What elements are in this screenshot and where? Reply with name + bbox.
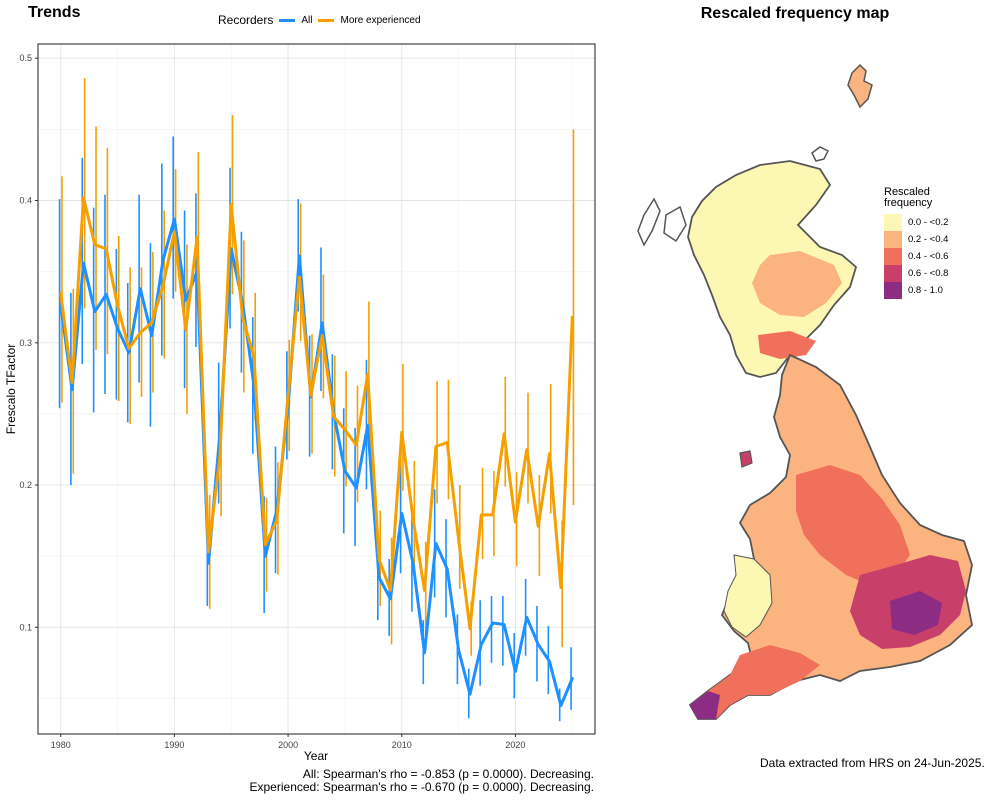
data-source-credit: Data extracted from HRS on 24-Jun-2025. — [760, 756, 985, 770]
map-isle-of-man — [739, 450, 753, 468]
legend-title: Recorders — [218, 13, 274, 27]
legend-label-all: All — [301, 14, 313, 26]
x-tick-label: 2020 — [505, 740, 525, 750]
y-tick-label: 0.4 — [19, 195, 32, 205]
trends-chart: 0.1 0.2 0.3 0.4 0.5 1980 1990 2000 2010 2020 Yea… — [4, 43, 596, 763]
map-legend-item: 0.6 - <0.8 — [884, 265, 954, 282]
map-legend-title: Rescaled frequency — [884, 186, 933, 209]
map-legend-item: 0.2 - <0.4 — [884, 231, 954, 248]
map-legend-swatch — [884, 248, 902, 265]
x-tick-label: 2000 — [278, 740, 298, 750]
map-cornwall — [690, 691, 720, 719]
map-wales — [723, 554, 773, 638]
stats-experienced: Experienced: Spearman's rho = -0.670 (p … — [249, 780, 595, 794]
map-scotland-highlands — [752, 251, 842, 317]
map-legend-label: 0.4 - <0.6 — [908, 251, 949, 262]
legend-key-all — [279, 18, 296, 22]
map-legend-label: 0.8 - 1.0 — [908, 285, 943, 296]
stats-all: All: Spearman's rho = -0.853 (p = 0.0000… — [302, 767, 594, 781]
y-tick-label: 0.1 — [19, 622, 32, 632]
x-tick-label: 1980 — [51, 740, 71, 750]
trend-statistics: All: Spearman's rho = -0.853 (p = 0.0000… — [250, 768, 595, 794]
map-legend-label: 0.2 - <0.4 — [908, 234, 949, 245]
chart-legend: Recorders All More experienced — [218, 12, 421, 28]
map-london-core — [890, 591, 942, 635]
map-legend-swatch — [884, 214, 902, 231]
map-legend-label: 0.0 - <0.2 — [908, 217, 949, 228]
series-line-experienced — [59, 196, 574, 631]
map-legend-swatch — [884, 265, 902, 282]
y-axis-label: Frescalo TFactor — [4, 344, 18, 434]
x-tick-label: 1990 — [164, 740, 184, 750]
map-legend-swatch — [884, 231, 902, 248]
map-panel-title: Rescaled frequency map — [700, 5, 890, 22]
y-tick-label: 0.5 — [19, 53, 32, 63]
map-legend-item: 0.8 - 1.0 — [884, 282, 954, 299]
map-orkney — [811, 146, 830, 162]
map-central-belt — [758, 331, 816, 359]
legend-label-experienced: More experienced — [340, 14, 421, 26]
map-legend-swatch — [884, 282, 902, 299]
plot-panel-border — [37, 43, 596, 735]
map-outer-hebrides — [637, 197, 661, 247]
gb-frequency-map — [637, 63, 973, 720]
y-tick-label: 0.3 — [19, 338, 32, 348]
legend-key-experienced — [318, 18, 335, 22]
x-axis: 1980 1990 2000 2010 2020 — [51, 734, 525, 750]
y-tick-label: 0.2 — [19, 480, 32, 490]
legend-item-all: All — [279, 15, 312, 26]
map-legend-item: 0.4 - <0.6 — [884, 248, 954, 265]
map-legend: Rescaled frequency 0.0 - <0.2 0.2 - <0.4… — [884, 187, 954, 299]
plot-panel-background — [38, 44, 595, 734]
trends-panel-title: Trends — [28, 4, 81, 21]
y-axis: 0.1 0.2 0.3 0.4 0.5 — [19, 53, 38, 632]
legend-item-experienced: More experienced — [318, 14, 421, 26]
map-shetland — [847, 63, 873, 109]
map-inner-hebrides — [663, 205, 687, 243]
series-lines — [59, 196, 574, 707]
x-tick-label: 2010 — [392, 740, 412, 750]
map-legend-label: 0.6 - <0.8 — [908, 268, 949, 279]
x-axis-label: Year — [304, 749, 328, 763]
map-midlands-high — [796, 465, 910, 585]
map-southwest — [690, 645, 820, 719]
map-legend-item: 0.0 - <0.2 — [884, 214, 954, 231]
